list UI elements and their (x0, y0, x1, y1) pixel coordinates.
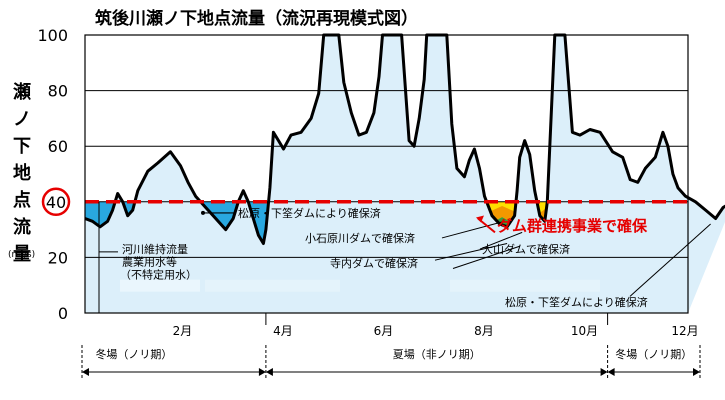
y-label-char-1: ノ (13, 109, 31, 130)
leader-terauchi-2 (452, 245, 520, 269)
annotation-agricultural-water: 農業用水等 (122, 255, 177, 269)
y-tick-80: 80 (48, 82, 68, 101)
y-tick-0: 0 (58, 304, 68, 323)
chart-title: 筑後川瀬ノ下地点流量（流況再現模式図） (95, 8, 418, 29)
y-label-char-3: 地 (13, 162, 31, 184)
x-tick-labels: 2月 4月 6月 8月 10月 12月 (173, 324, 699, 338)
y-tick-labels: 0 20 40 60 80 100 (37, 26, 71, 323)
annotation-maintenance-flow: 河川維持流量 (122, 242, 188, 256)
season-label-0: 冬場（ノリ期） (95, 347, 172, 361)
x-tick-12: 12月 (671, 324, 698, 338)
annotation-oyama: 大山ダムで確保済 (482, 242, 570, 256)
x-tick-8: 8月 (474, 324, 494, 338)
season-label-1: 夏場（非ノリ期） (393, 348, 481, 361)
plot-area (84, 33, 725, 325)
leader-terauchi (434, 243, 508, 261)
arrow-matsubara-left-dot (201, 210, 205, 215)
box-right (450, 279, 600, 292)
season-arrow-left-1 (265, 368, 273, 376)
season-arrow-left-0 (82, 368, 89, 376)
arrow-dam-group-head (476, 215, 484, 223)
annotation-matsubara-left: 松原・下筌ダムにより確保済 (238, 206, 381, 220)
season-arrow-right-0 (258, 368, 266, 376)
leader-oyama (479, 231, 523, 250)
y-tick-100: 100 (37, 26, 68, 45)
x-tick-6: 6月 (374, 324, 394, 338)
plot-border (84, 34, 689, 314)
x-tick-2: 2月 (173, 324, 193, 338)
y-tick-20: 20 (48, 248, 68, 267)
y-axis-unit: (m³/s) (8, 250, 35, 260)
y-label-char-4: 点 (13, 189, 31, 211)
leader-matsubara-right (629, 223, 711, 297)
y-label-char-5: 流 (13, 216, 31, 238)
box-middle (205, 279, 340, 292)
y-label-char-0: 瀬 (13, 82, 31, 103)
season-arrow-right-2 (693, 368, 700, 376)
y-axis-label: 瀬ノ下地点流量 (13, 82, 31, 265)
annotation-dam-group: ダム群連携事業で確保 (497, 217, 648, 235)
highlight-circle (41, 187, 71, 217)
season-bands: 冬場（ノリ期） 夏場（非ノリ期） 冬場（ノリ期） (81, 345, 701, 380)
box-unspecified (120, 279, 200, 292)
x-tick-4: 4月 (273, 324, 293, 338)
y-label-char-2: 下 (13, 136, 31, 157)
y-tick-40: 40 (46, 193, 66, 212)
season-label-2: 冬場（ノリ期） (615, 347, 692, 361)
annotation-unspecified-water: （不特定用水） (120, 267, 197, 281)
y-tick-60: 60 (48, 137, 68, 156)
y-label-char-6: 量 (13, 243, 31, 265)
season-arrow-right-1 (600, 368, 608, 376)
annotations: 河川維持流量農業用水等（不特定用水）松原・下筌ダムにより確保済小石原川ダムで確保… (98, 201, 711, 313)
x-tick-10: 10月 (571, 324, 598, 338)
flow-line (84, 33, 725, 245)
season-arrow-left-2 (607, 368, 615, 376)
leader-koishiwara (441, 220, 505, 239)
flow-area (85, 35, 725, 313)
annotation-matsubara-right: 松原・下筌ダムにより確保済 (505, 295, 648, 309)
annotation-koishiwara: 小石原川ダムで確保済 (305, 231, 415, 245)
annotation-terauchi: 寺内ダムで確保済 (330, 256, 418, 270)
